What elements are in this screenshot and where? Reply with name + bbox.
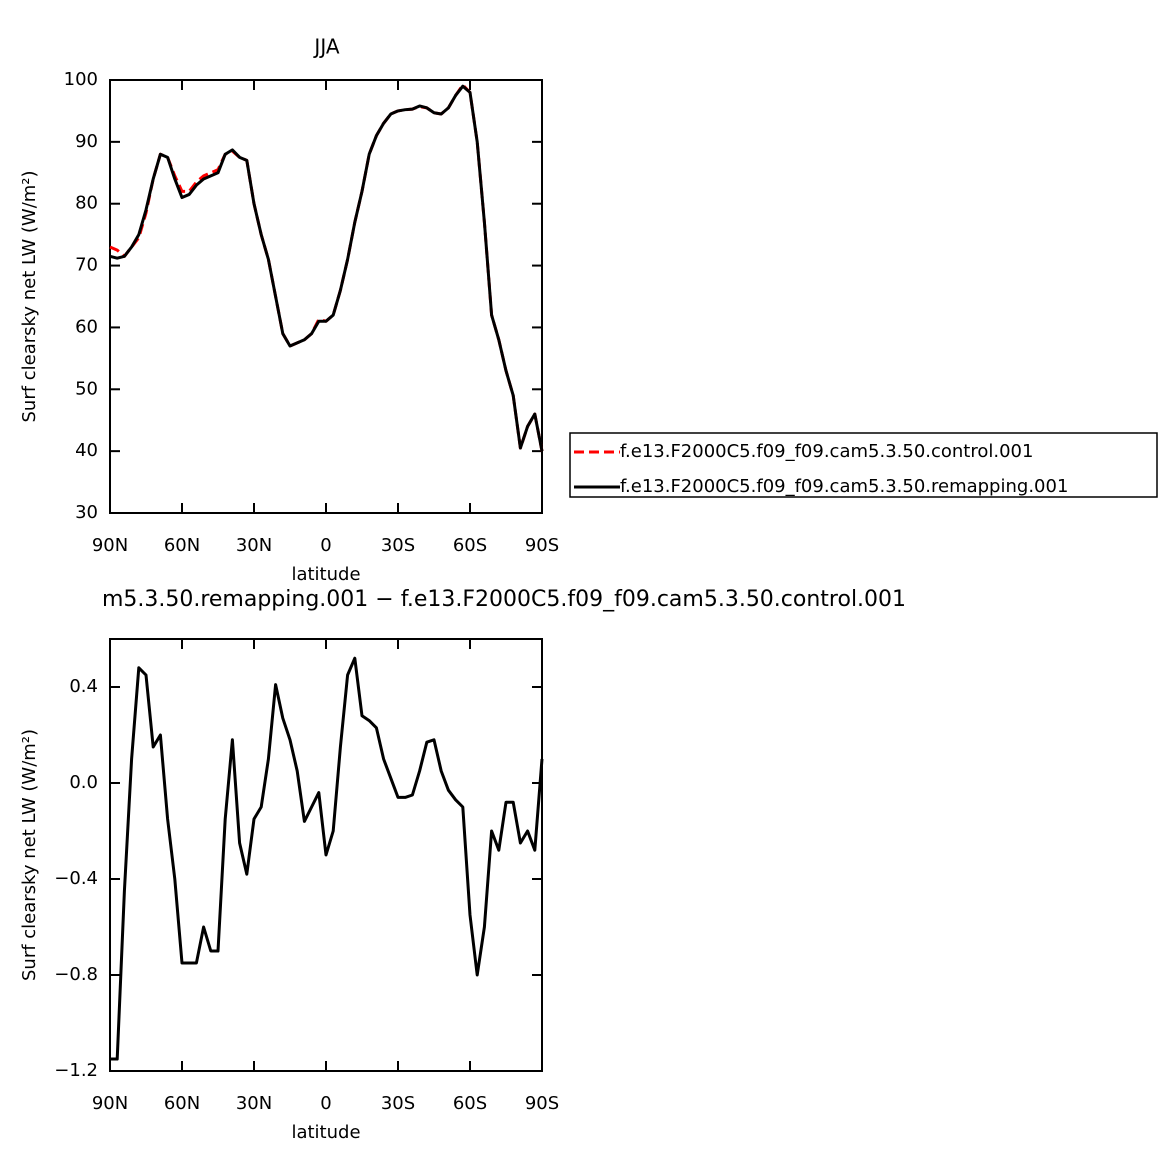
legend-box	[569, 432, 1158, 498]
y-tick-label: −0.4	[54, 868, 98, 889]
x-tick-label: 0	[320, 1093, 331, 1114]
x-axis-label: latitude	[291, 1122, 360, 1143]
y-tick-label: 0.4	[69, 676, 98, 697]
y-tick-label: −0.8	[54, 964, 98, 985]
y-tick-label: 50	[75, 378, 98, 399]
x-tick-label: 90S	[525, 1093, 559, 1114]
y-tick-label: 40	[75, 440, 98, 461]
y-axis-label: Surf clearsky net LW (W/m²)	[19, 170, 40, 422]
chart-title: JJA	[312, 35, 339, 59]
x-tick-label: 60S	[453, 535, 487, 556]
x-tick-label: 30S	[381, 535, 415, 556]
y-tick-label: −1.2	[54, 1060, 98, 1081]
x-tick-label: 60N	[164, 1093, 200, 1114]
x-tick-label: 60S	[453, 1093, 487, 1114]
y-tick-label: 0.0	[69, 772, 98, 793]
chart-title: m5.3.50.remapping.001 − f.e13.F2000C5.f0…	[102, 587, 906, 612]
y-tick-label: 60	[75, 316, 98, 337]
y-tick-label: 30	[75, 502, 98, 523]
y-tick-label: 100	[64, 69, 98, 90]
y-tick-label: 70	[75, 255, 98, 276]
y-tick-label: 90	[75, 131, 98, 152]
x-tick-label: 90N	[92, 1093, 128, 1114]
x-axis-label: latitude	[291, 564, 360, 585]
data-line	[110, 656, 544, 1061]
x-tick-label: 60N	[164, 535, 200, 556]
x-tick-label: 90S	[525, 535, 559, 556]
x-tick-label: 30S	[381, 1093, 415, 1114]
legend-label: f.e13.F2000C5.f09_f09.cam5.3.50.remappin…	[620, 476, 1068, 497]
x-tick-label: 90N	[92, 535, 128, 556]
x-tick-label: 0	[320, 535, 331, 556]
y-axis-label: Surf clearsky net LW (W/m²)	[19, 729, 40, 981]
x-tick-label: 30N	[236, 1093, 272, 1114]
x-tick-label: 30N	[236, 535, 272, 556]
y-tick-label: 80	[75, 193, 98, 214]
data-line	[109, 84, 544, 452]
legend-label: f.e13.F2000C5.f09_f09.cam5.3.50.control.…	[620, 441, 1033, 462]
